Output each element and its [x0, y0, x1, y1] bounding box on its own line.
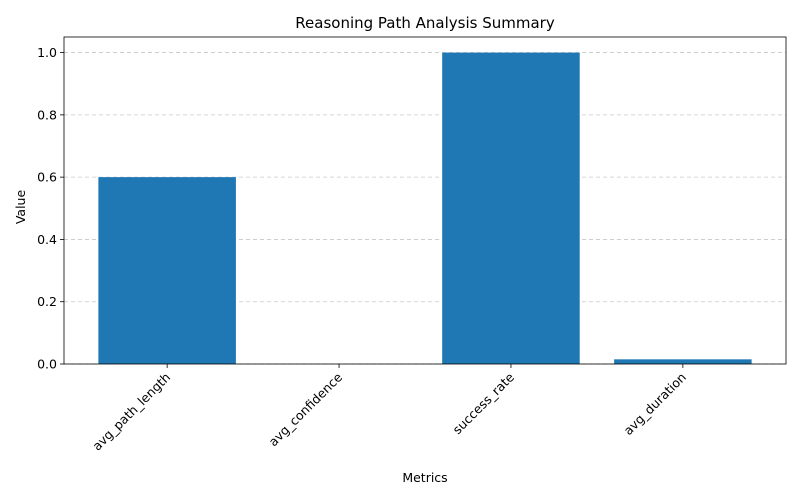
bars — [98, 52, 752, 364]
y-tick-label: 0.2 — [37, 294, 57, 309]
x-tick-label: avg_duration — [620, 370, 688, 438]
y-tick-label: 0.0 — [37, 357, 57, 372]
y-axis-label: Value — [13, 190, 28, 225]
y-axis-ticks: 0.0 0.2 0.4 0.6 0.8 1.0 — [37, 45, 64, 372]
y-tick-label: 0.6 — [37, 170, 57, 185]
bar-success-rate — [442, 52, 580, 364]
chart-title: Reasoning Path Analysis Summary — [295, 14, 555, 32]
x-axis-label: Metrics — [402, 470, 447, 485]
x-tick-label: avg_confidence — [265, 369, 345, 449]
x-tick-label: avg_path_length — [89, 370, 173, 454]
bar-avg-path-length — [98, 177, 236, 364]
axes — [63, 36, 787, 365]
y-tick-label: 1.0 — [37, 45, 57, 60]
y-tick-label: 0.4 — [37, 232, 57, 247]
x-axis-ticks: avg_path_length avg_confidence success_rat… — [89, 364, 689, 453]
plot-frame — [63, 36, 787, 365]
x-tick-label: success_rate — [450, 369, 518, 437]
y-tick-label: 0.8 — [37, 107, 57, 122]
bar-avg-duration — [614, 359, 752, 364]
